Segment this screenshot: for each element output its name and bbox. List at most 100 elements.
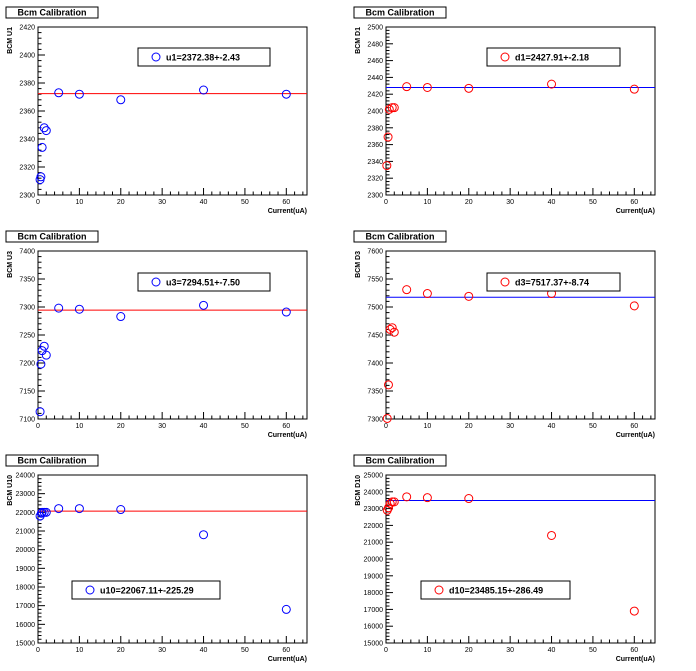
x-tick-label: 20: [117, 423, 125, 430]
data-point: [116, 505, 126, 515]
panel-4: Bcm Calibration 0 10 20 30 40 50 60 7300 7350 7400…: [353, 230, 656, 439]
x-tick-label: 30: [158, 199, 166, 206]
data-point: [547, 530, 557, 540]
y-tick-label: 7100: [19, 417, 35, 424]
data-point: [41, 507, 51, 517]
data-point: [387, 497, 397, 507]
y-tick-label: 2300: [367, 193, 383, 200]
panel-title: Bcm Calibration: [365, 232, 434, 242]
panel-title-box: [5, 6, 99, 19]
y-tick-label: 7450: [367, 333, 383, 340]
x-axis-label: Current(uA): [268, 208, 307, 215]
y-tick-label: 2420: [19, 25, 35, 32]
y-tick-label: 17000: [364, 607, 384, 614]
data-point: [281, 307, 291, 317]
y-tick-label: 17000: [16, 603, 36, 610]
x-tick-label: 10: [423, 199, 431, 206]
data-point: [385, 499, 395, 509]
legend-box: [420, 580, 571, 600]
panel-1: Bcm Calibration 0 10 20 30 40 50 60 2300 2320 2340…: [5, 6, 308, 215]
panel-2: Bcm Calibration 0 10 20 30 40 50 60 2300 2320 2340…: [353, 6, 656, 215]
y-tick-label: 22000: [364, 523, 384, 530]
y-tick-label: 7400: [367, 361, 383, 368]
data-point: [464, 291, 474, 301]
data-point: [464, 494, 474, 504]
y-tick-label: 18000: [364, 590, 384, 597]
y-tick-label: 19000: [16, 566, 36, 573]
data-point: [387, 103, 397, 113]
y-tick-label: 2340: [19, 137, 35, 144]
x-tick-label: 20: [117, 647, 125, 654]
x-tick-label: 50: [241, 423, 249, 430]
legend-box: [137, 272, 271, 292]
data-point: [54, 504, 64, 514]
x-axis-label: Current(uA): [268, 656, 307, 663]
y-tick-label: 19000: [364, 573, 384, 580]
x-tick-label: 20: [465, 423, 473, 430]
x-tick-label: 20: [465, 199, 473, 206]
y-tick-label: 7600: [367, 249, 383, 256]
x-tick-label: 10: [75, 647, 83, 654]
x-tick-label: 60: [282, 423, 290, 430]
y-tick-label: 7350: [367, 389, 383, 396]
data-point: [36, 172, 46, 182]
data-point: [383, 132, 393, 142]
x-tick-label: 40: [548, 423, 556, 430]
panel-title: Bcm Calibration: [17, 232, 86, 242]
x-tick-label: 0: [384, 423, 388, 430]
data-point: [389, 497, 399, 507]
y-axis-label: BCM D3: [355, 251, 362, 278]
panel-title-box: [353, 230, 447, 243]
data-point: [116, 95, 126, 105]
data-point: [41, 126, 51, 136]
legend-marker: [434, 585, 444, 595]
y-tick-label: 24000: [16, 473, 36, 480]
y-axis-label: BCM D10: [355, 475, 362, 506]
y-axis-label: BCM U3: [7, 251, 14, 278]
x-axis-label: Current(uA): [268, 432, 307, 439]
legend-label: u10=22067.11+-225.29: [100, 586, 194, 596]
data-point: [54, 303, 64, 313]
x-tick-label: 50: [241, 199, 249, 206]
y-tick-label: 2380: [367, 125, 383, 132]
panel-6: Bcm Calibration 0 10 20 30 40 50 60 15000 16000 17…: [353, 454, 656, 663]
data-point: [39, 507, 49, 517]
x-tick-label: 40: [200, 199, 208, 206]
legend-label: u1=2372.38+-2.43: [166, 53, 240, 63]
y-tick-label: 7150: [19, 389, 35, 396]
y-tick-label: 18000: [16, 585, 36, 592]
legend-box: [71, 580, 221, 600]
data-point: [36, 359, 46, 369]
panel-title: Bcm Calibration: [365, 456, 434, 466]
y-tick-label: 7350: [19, 277, 35, 284]
data-point: [382, 413, 392, 423]
x-tick-label: 0: [36, 199, 40, 206]
legend-label: d3=7517.37+-8.74: [515, 278, 589, 288]
y-axis-label: BCM D1: [355, 27, 362, 54]
x-tick-label: 60: [630, 647, 638, 654]
x-axis-label: Current(uA): [616, 656, 655, 663]
y-tick-label: 7500: [367, 305, 383, 312]
x-tick-label: 20: [117, 199, 125, 206]
y-tick-label: 7300: [19, 305, 35, 312]
legend-label: u3=7294.51+-7.50: [166, 278, 240, 288]
data-point: [281, 89, 291, 99]
data-point: [35, 407, 45, 417]
data-point: [74, 304, 84, 314]
data-point: [383, 380, 393, 390]
x-tick-label: 60: [282, 647, 290, 654]
x-tick-label: 50: [241, 647, 249, 654]
data-point: [382, 161, 392, 171]
y-tick-label: 2380: [19, 81, 35, 88]
y-tick-label: 20000: [364, 557, 384, 564]
data-point: [199, 85, 209, 95]
y-tick-label: 2360: [367, 142, 383, 149]
y-tick-label: 23000: [16, 491, 36, 498]
x-tick-label: 30: [506, 423, 514, 430]
x-tick-label: 10: [423, 647, 431, 654]
x-tick-label: 50: [589, 423, 597, 430]
x-tick-label: 30: [506, 647, 514, 654]
data-point: [389, 327, 399, 337]
x-axis-label: Current(uA): [616, 208, 655, 215]
legend-marker: [500, 52, 510, 62]
